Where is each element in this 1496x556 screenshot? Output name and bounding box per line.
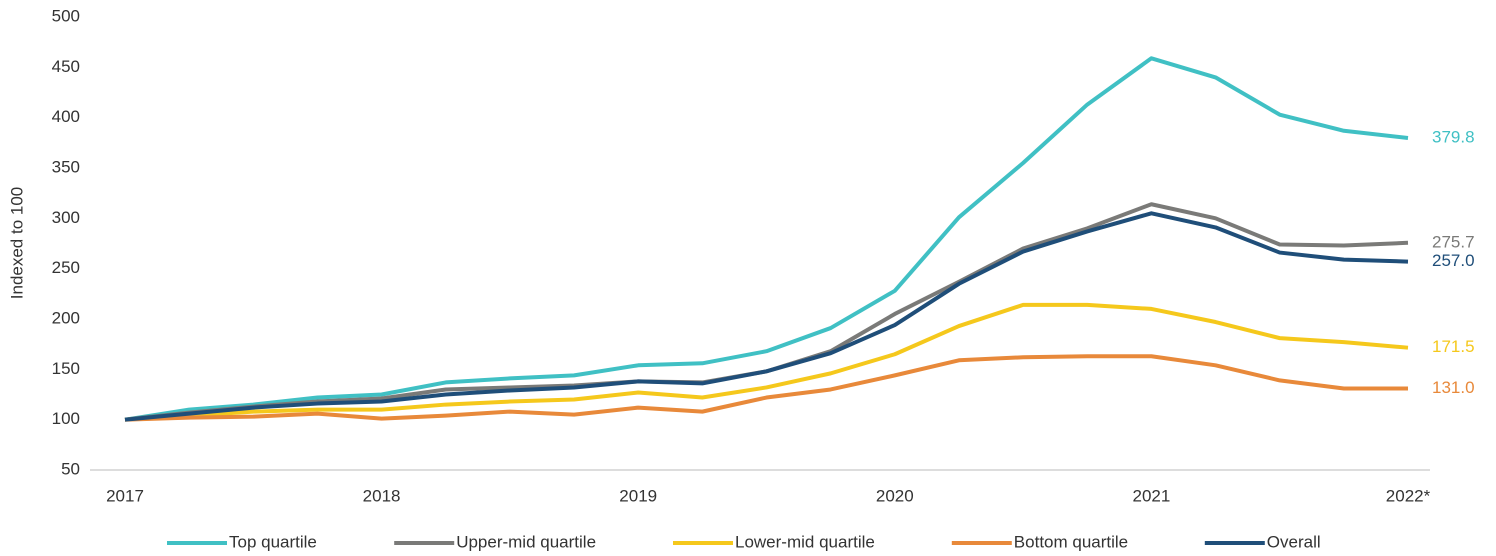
y-tick-label: 450 — [52, 57, 80, 76]
legend-label: Upper-mid quartile — [456, 532, 596, 551]
x-tick-label: 2018 — [363, 486, 401, 505]
y-axis-title: Indexed to 100 — [7, 187, 26, 299]
y-tick-label: 500 — [52, 6, 80, 25]
series-line — [124, 302, 1409, 422]
data-label: 131.0 — [1432, 378, 1475, 397]
y-tick-label: 400 — [52, 107, 80, 126]
y-tick-label: 250 — [52, 258, 80, 277]
y-tick-label: 200 — [52, 308, 80, 327]
x-tick-label: 2022* — [1386, 486, 1431, 505]
data-label: 275.7 — [1432, 232, 1475, 251]
x-tick-label: 2019 — [619, 486, 657, 505]
y-tick-label: 50 — [61, 459, 80, 478]
y-tick-label: 150 — [52, 359, 80, 378]
y-tick-label: 350 — [52, 157, 80, 176]
y-tick-label: 100 — [52, 409, 80, 428]
y-tick-label: 300 — [52, 208, 80, 227]
series-line — [124, 56, 1409, 422]
data-label: 257.0 — [1432, 251, 1475, 270]
series-line — [124, 211, 1409, 422]
legend-label: Overall — [1267, 532, 1321, 551]
data-label: 171.5 — [1432, 337, 1475, 356]
series-line — [124, 354, 1408, 422]
data-label: 379.8 — [1432, 127, 1475, 146]
legend-label: Top quartile — [229, 532, 317, 551]
x-tick-label: 2021 — [1132, 486, 1170, 505]
legend-label: Lower-mid quartile — [735, 532, 875, 551]
x-tick-label: 2017 — [106, 486, 144, 505]
x-tick-label: 2020 — [876, 486, 914, 505]
legend-label: Bottom quartile — [1014, 532, 1128, 551]
